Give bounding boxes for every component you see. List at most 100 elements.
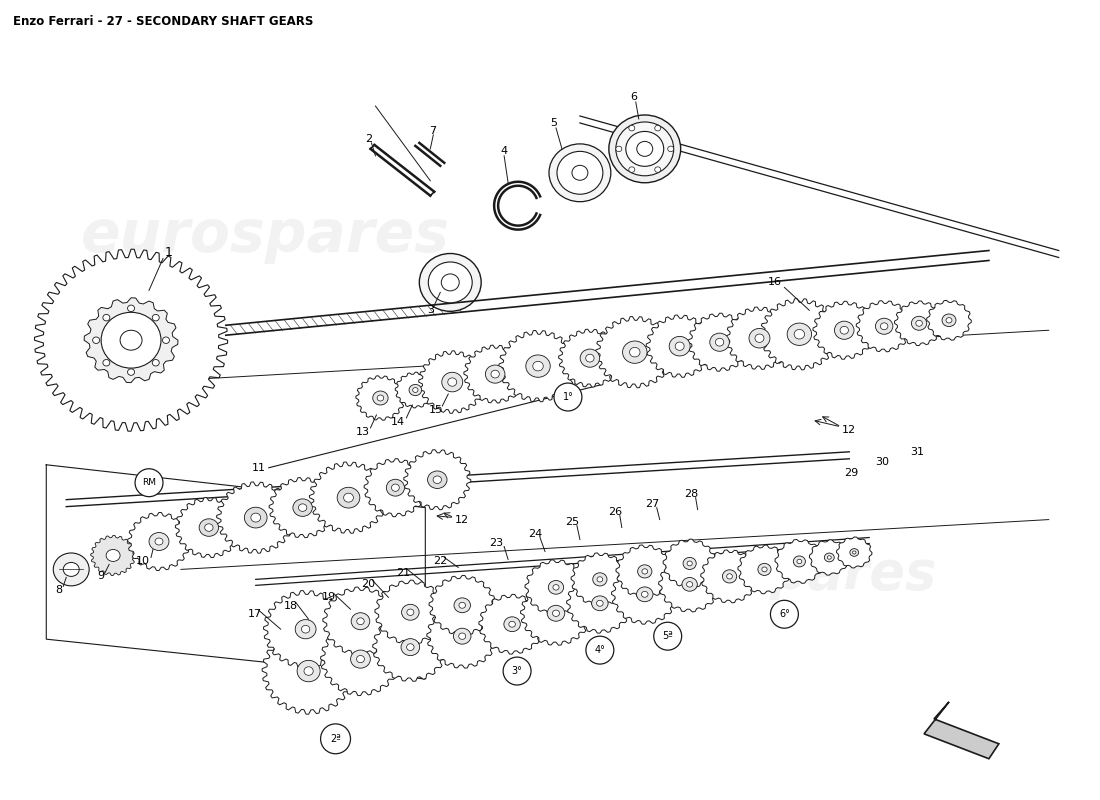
Ellipse shape (377, 395, 384, 401)
Ellipse shape (304, 666, 313, 675)
Ellipse shape (637, 587, 653, 602)
Ellipse shape (101, 312, 161, 368)
Ellipse shape (580, 349, 600, 367)
Polygon shape (924, 702, 999, 758)
Text: 10: 10 (136, 557, 150, 566)
Text: 21: 21 (396, 568, 410, 578)
Ellipse shape (710, 333, 729, 351)
Ellipse shape (128, 305, 134, 311)
Text: RM: RM (142, 478, 156, 487)
Text: 31: 31 (910, 447, 924, 457)
Polygon shape (894, 301, 944, 346)
Polygon shape (395, 372, 436, 408)
Ellipse shape (485, 365, 505, 383)
Polygon shape (856, 301, 912, 352)
Ellipse shape (298, 504, 307, 511)
Ellipse shape (163, 337, 169, 343)
Ellipse shape (63, 562, 79, 576)
Polygon shape (836, 537, 872, 568)
Ellipse shape (351, 650, 371, 668)
Ellipse shape (301, 626, 310, 633)
Ellipse shape (827, 556, 832, 559)
Ellipse shape (459, 602, 465, 608)
Ellipse shape (454, 598, 471, 613)
Ellipse shape (912, 316, 926, 330)
Ellipse shape (552, 610, 560, 617)
Polygon shape (525, 560, 587, 615)
Text: 3°: 3° (512, 666, 522, 676)
Circle shape (135, 469, 163, 497)
Polygon shape (419, 351, 486, 414)
Ellipse shape (155, 538, 163, 545)
Ellipse shape (852, 551, 856, 554)
Ellipse shape (386, 479, 405, 496)
Ellipse shape (682, 578, 697, 591)
Polygon shape (701, 550, 758, 603)
Text: 30: 30 (876, 457, 889, 466)
Text: 12: 12 (843, 425, 856, 435)
Ellipse shape (295, 620, 316, 638)
Text: eurospares: eurospares (603, 548, 936, 600)
Ellipse shape (148, 533, 169, 550)
Ellipse shape (749, 329, 770, 348)
Text: 3: 3 (427, 306, 433, 315)
Polygon shape (320, 622, 400, 696)
Polygon shape (616, 545, 673, 598)
Text: 26: 26 (608, 506, 622, 517)
Ellipse shape (412, 388, 418, 393)
Ellipse shape (128, 369, 134, 375)
Polygon shape (34, 250, 228, 431)
Text: 7: 7 (429, 126, 436, 136)
Ellipse shape (407, 609, 414, 615)
Ellipse shape (504, 617, 520, 632)
Polygon shape (91, 535, 135, 575)
Ellipse shape (835, 321, 854, 339)
Ellipse shape (675, 342, 684, 350)
Ellipse shape (251, 513, 261, 522)
Text: 28: 28 (684, 489, 699, 498)
Ellipse shape (442, 372, 463, 392)
Text: Enzo Ferrari - 27 - SECONDARY SHAFT GEARS: Enzo Ferrari - 27 - SECONDARY SHAFT GEAR… (13, 15, 313, 28)
Polygon shape (356, 376, 405, 420)
Ellipse shape (120, 330, 142, 350)
Ellipse shape (572, 166, 587, 180)
Polygon shape (429, 575, 495, 635)
Ellipse shape (596, 600, 603, 606)
Ellipse shape (373, 391, 388, 405)
Ellipse shape (585, 354, 594, 362)
Circle shape (320, 724, 351, 754)
Ellipse shape (762, 567, 767, 572)
Text: 25: 25 (565, 517, 579, 526)
Ellipse shape (491, 370, 499, 378)
Text: eurospares: eurospares (81, 207, 450, 264)
Ellipse shape (916, 320, 923, 326)
Polygon shape (646, 315, 713, 378)
Ellipse shape (549, 144, 610, 202)
Ellipse shape (755, 334, 764, 342)
Text: 6: 6 (630, 92, 637, 102)
Polygon shape (810, 540, 849, 575)
Text: 19: 19 (321, 592, 336, 602)
Ellipse shape (441, 274, 459, 291)
Circle shape (554, 383, 582, 411)
Ellipse shape (637, 142, 652, 156)
Polygon shape (262, 628, 355, 714)
Ellipse shape (616, 146, 622, 152)
Ellipse shape (407, 644, 414, 650)
Polygon shape (596, 317, 674, 388)
Polygon shape (738, 545, 791, 594)
Polygon shape (663, 539, 716, 588)
Polygon shape (309, 462, 387, 534)
Ellipse shape (669, 337, 690, 356)
Ellipse shape (641, 591, 648, 598)
Text: 1°: 1° (562, 392, 573, 402)
Ellipse shape (103, 314, 110, 321)
Text: 14: 14 (392, 417, 406, 427)
Polygon shape (499, 330, 578, 402)
Ellipse shape (942, 314, 956, 326)
Text: 5ª: 5ª (662, 631, 673, 641)
Ellipse shape (152, 314, 160, 321)
Polygon shape (464, 345, 527, 403)
Ellipse shape (557, 151, 603, 194)
Ellipse shape (758, 563, 771, 575)
